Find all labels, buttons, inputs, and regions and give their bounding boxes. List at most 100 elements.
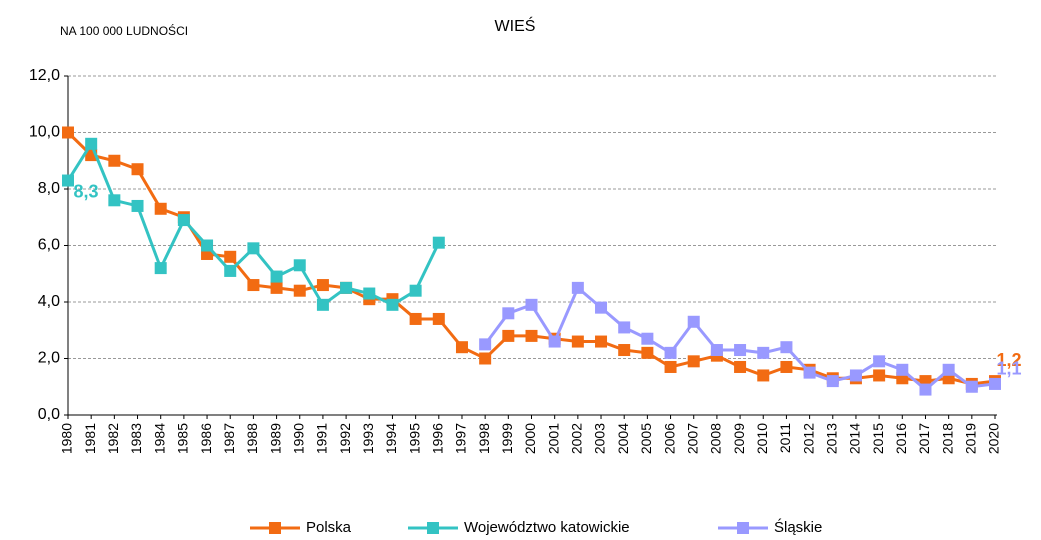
x-tick-label: 2020 (986, 423, 1002, 454)
point-marker (896, 363, 909, 376)
x-tick-label: 1981 (82, 423, 98, 454)
x-tick-label: 2019 (963, 423, 979, 454)
point-marker (201, 239, 214, 252)
point-marker (780, 341, 793, 354)
point-marker (641, 332, 654, 345)
x-tick-label: 1982 (105, 423, 121, 454)
x-tick-label: 2016 (893, 423, 909, 454)
point-marker (247, 279, 260, 292)
point-marker (664, 360, 677, 373)
x-tick-label: 1992 (337, 423, 353, 454)
point-marker (270, 281, 283, 294)
point-marker (942, 363, 955, 376)
point-marker (757, 346, 770, 359)
point-marker (131, 163, 144, 176)
point-marker (108, 154, 121, 167)
x-tick-label: 2008 (708, 423, 724, 454)
x-tick-label: 2010 (754, 423, 770, 454)
point-marker (849, 369, 862, 382)
y-tick-label: 6,0 (38, 237, 60, 254)
x-tick-label: 1988 (244, 423, 260, 454)
x-tick-label: 1991 (314, 423, 330, 454)
y-tick-label: 10,0 (29, 124, 60, 141)
point-marker (826, 375, 839, 388)
x-tick-label: 1993 (360, 423, 376, 454)
point-marker (780, 360, 793, 373)
y-tick-label: 8,0 (38, 180, 60, 197)
x-tick-label: 1997 (453, 423, 469, 454)
y-tick-label: 12,0 (29, 67, 60, 84)
x-tick-label: 2012 (800, 423, 816, 454)
point-marker (131, 199, 144, 212)
x-tick-label: 1983 (128, 423, 144, 454)
point-marker (571, 335, 584, 348)
y-tick-label: 0,0 (38, 406, 60, 423)
x-tick-label: 1984 (151, 423, 167, 454)
point-marker (595, 335, 608, 348)
point-marker (409, 312, 422, 325)
point-marker (710, 344, 723, 357)
point-marker (989, 377, 1001, 390)
point-marker (293, 284, 306, 297)
legend-label: Polska (306, 519, 352, 536)
x-tick-label: 1998 (476, 423, 492, 454)
data-label: 1,1 (996, 359, 1021, 379)
x-tick-label: 1986 (198, 423, 214, 454)
point-marker (479, 338, 492, 351)
data-label: 8,3 (73, 181, 98, 201)
x-tick-label: 2014 (847, 423, 863, 454)
x-tick-label: 2003 (592, 423, 608, 454)
point-marker (502, 307, 515, 320)
point-marker (873, 369, 886, 382)
x-tick-label: 1994 (383, 423, 399, 454)
x-tick-label: 2006 (661, 423, 677, 454)
x-tick-label: 2001 (545, 423, 561, 454)
x-tick-label: 1999 (499, 423, 515, 454)
point-marker (757, 369, 770, 382)
chart-subtitle: NA 100 000 LUDNOŚCI (60, 23, 188, 38)
point-marker (687, 355, 700, 368)
y-tick-label: 2,0 (38, 350, 60, 367)
x-tick-label: 2005 (638, 423, 654, 454)
data-label: 1,2 (996, 350, 1021, 370)
x-tick-label: 2002 (569, 423, 585, 454)
x-tick-label: 1995 (406, 423, 422, 454)
point-marker (85, 137, 98, 150)
x-tick-label: 2011 (777, 423, 793, 453)
point-marker (919, 383, 932, 396)
x-tick-label: 1990 (290, 423, 306, 454)
x-tick-label: 1985 (175, 423, 191, 454)
point-marker (734, 360, 747, 373)
x-tick-label: 2004 (615, 423, 631, 454)
point-marker (432, 312, 445, 325)
point-marker (525, 298, 538, 311)
legend-label: Śląskie (774, 518, 822, 536)
point-marker (247, 242, 260, 255)
legend-marker (737, 522, 749, 534)
point-marker (409, 284, 422, 297)
point-marker (548, 335, 561, 348)
x-tick-label: 2007 (684, 423, 700, 454)
point-marker (571, 281, 584, 294)
point-marker (687, 315, 700, 328)
point-marker (618, 321, 631, 334)
point-marker (595, 301, 608, 314)
point-marker (525, 329, 538, 342)
point-marker (108, 194, 121, 207)
chart-title: WIEŚ (495, 16, 536, 35)
point-marker (270, 270, 283, 283)
x-tick-label: 2013 (823, 423, 839, 454)
point-marker (363, 287, 376, 300)
point-marker (386, 298, 399, 311)
point-marker (664, 346, 677, 359)
x-tick-label: 1989 (267, 423, 283, 454)
x-tick-label: 1980 (59, 423, 75, 454)
point-marker (734, 344, 747, 357)
point-marker (432, 236, 445, 249)
point-marker (62, 126, 74, 139)
x-tick-label: 2018 (939, 423, 955, 454)
point-marker (455, 341, 468, 354)
legend-marker (269, 522, 281, 534)
